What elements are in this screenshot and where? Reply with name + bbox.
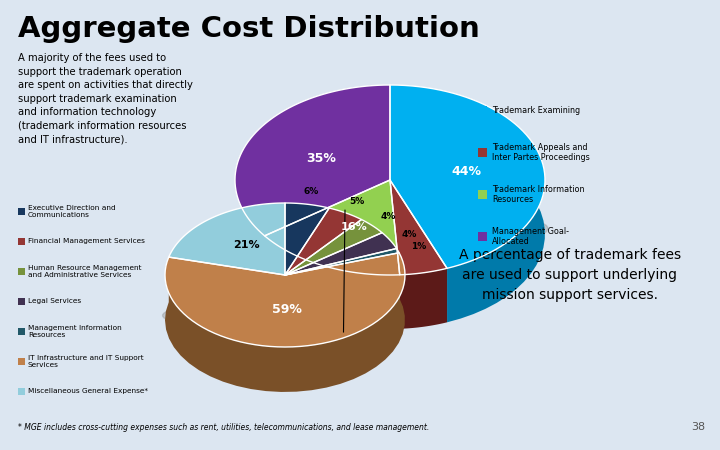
Text: Trademark Appeals and
Inter Partes Proceedings: Trademark Appeals and Inter Partes Proce… [492,143,590,162]
Bar [18,358,25,365]
Bar [18,388,25,395]
Polygon shape [168,203,285,275]
Text: Legal Services: Legal Services [28,298,81,305]
Polygon shape [285,220,382,275]
Polygon shape [285,203,329,275]
Bar [18,268,25,275]
Ellipse shape [232,208,548,249]
Ellipse shape [163,300,408,331]
Text: 35%: 35% [306,152,336,165]
Text: 21%: 21% [233,240,260,250]
Text: 16%: 16% [341,222,367,232]
Polygon shape [285,208,361,275]
Text: 4%: 4% [381,212,396,221]
Polygon shape [265,180,400,275]
Text: 4%: 4% [401,230,417,238]
Bar [18,328,25,335]
Text: Trademark Examining: Trademark Examining [492,106,580,115]
Text: A majority of the fees used to
support the trademark operation
are spent on acti: A majority of the fees used to support t… [18,53,193,144]
Polygon shape [235,85,390,290]
Text: 5%: 5% [349,198,365,207]
Text: Trademark Information
Resources: Trademark Information Resources [492,184,585,204]
Text: Management Information
Resources: Management Information Resources [28,325,122,338]
Bar [478,190,487,199]
Text: 38: 38 [691,422,705,432]
Polygon shape [285,248,399,275]
Text: Management Goal-
Allocated: Management Goal- Allocated [492,227,569,247]
Text: Miscellaneous General Expense*: Miscellaneous General Expense* [28,388,148,395]
Text: Executive Direction and
Communications: Executive Direction and Communications [28,205,116,218]
Polygon shape [235,85,390,236]
Bar [18,208,25,215]
Bar [18,238,25,245]
Text: * MGE includes cross-cutting expenses such as rent, utilities, telecommunication: * MGE includes cross-cutting expenses su… [18,423,429,432]
Text: 44%: 44% [451,165,481,178]
Polygon shape [165,253,405,392]
Text: Financial Management Services: Financial Management Services [28,238,145,244]
Text: 59%: 59% [272,303,302,316]
Polygon shape [390,85,545,268]
Text: 1%: 1% [410,242,426,251]
Bar [478,232,487,241]
Bar [478,148,487,157]
Polygon shape [390,180,447,275]
Text: Aggregate Cost Distribution: Aggregate Cost Distribution [18,15,480,43]
Polygon shape [165,253,405,347]
Polygon shape [265,236,400,329]
Polygon shape [390,85,545,322]
Polygon shape [400,268,447,329]
Polygon shape [285,233,397,275]
Bar [478,106,487,115]
Bar [18,298,25,305]
Text: 6%: 6% [304,187,319,196]
Text: IT Infrastructure and IT Support
Services: IT Infrastructure and IT Support Service… [28,355,143,368]
Text: A percentage of trademark fees
are used to support underlying
mission support se: A percentage of trademark fees are used … [459,248,681,302]
Text: Human Resource Management
and Administrative Services: Human Resource Management and Administra… [28,265,142,278]
